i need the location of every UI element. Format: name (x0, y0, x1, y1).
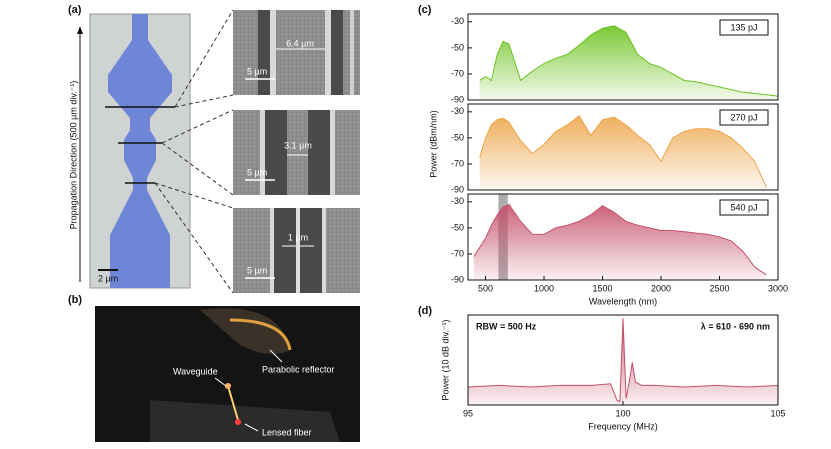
width-label: 6.4 µm (286, 38, 314, 48)
scale-bar-label: 5 µm (247, 66, 267, 76)
y-tick-label: -30 (451, 16, 464, 26)
series-line (473, 203, 767, 276)
y-tick-label: -70 (451, 158, 464, 168)
legend-box (719, 199, 769, 216)
axis-label: Propagation Direction (500 µm div.⁻¹) (68, 81, 78, 230)
x-tick-label: 500 (478, 283, 493, 293)
reflector (200, 308, 290, 354)
pointer (214, 377, 227, 387)
y-tick-label: -30 (451, 196, 464, 206)
x-tick-label: 1000 (534, 283, 554, 293)
sem-image: 6.4 µm 5 µm (233, 10, 360, 95)
plot-frame (467, 193, 779, 281)
width-label: 3.1 µm (284, 140, 312, 150)
annotation: Parabolic reflector (262, 364, 335, 374)
panel-label: (d) (418, 305, 432, 317)
series-line (479, 25, 779, 97)
x-tick-label: 95 (463, 408, 473, 418)
series-line (479, 114, 767, 188)
arrow-head (77, 26, 83, 34)
waveguide-glow (227, 385, 239, 421)
y-tick-label: -70 (451, 68, 464, 78)
y-tick-label: -90 (451, 274, 464, 284)
y-tick-label: -70 (451, 248, 464, 258)
scale-bar-label: 2 µm (98, 273, 118, 283)
y-tick-label: -50 (451, 132, 464, 142)
area-fill (479, 115, 767, 190)
area-fill (468, 318, 778, 405)
x-tick-label: 1500 (593, 283, 613, 293)
legend-label: 270 pJ (730, 112, 757, 122)
panel-label: (a) (68, 4, 82, 16)
x-tick-label: 3000 (768, 283, 788, 293)
annotation: RBW = 500 Hz (476, 321, 537, 331)
annotation: λ = 610 - 690 nm (701, 321, 770, 331)
panel-label: (c) (418, 4, 432, 16)
y-tick-label: -50 (451, 42, 464, 52)
legend-box (719, 109, 769, 126)
area-fill (479, 25, 778, 100)
legend-label: 540 pJ (730, 202, 757, 212)
y-tick-label: -90 (451, 94, 464, 104)
legend-label: 135 pJ (730, 22, 757, 32)
x-axis-label: Frequency (MHz) (588, 421, 658, 431)
glow (225, 383, 231, 389)
x-tick-label: 2000 (651, 283, 671, 293)
plot-frame (467, 13, 779, 101)
scale-bar-label: 5 µm (247, 167, 267, 177)
y-tick-label: -50 (451, 222, 464, 232)
pointer (269, 349, 283, 363)
x-tick-label: 2500 (709, 283, 729, 293)
scale-bar-label: 5 µm (247, 265, 267, 275)
annotation: Lensed fiber (262, 427, 312, 437)
y-axis-label: Power (dBm/nm) (428, 110, 438, 178)
chip (150, 400, 340, 442)
glow (235, 419, 241, 425)
connectors (154, 9, 234, 294)
width-label: 1 µm (288, 232, 308, 242)
y-tick-label: -90 (451, 184, 464, 194)
annotation: Waveguide (173, 366, 218, 376)
series-line (467, 318, 779, 403)
panel-label: (b) (68, 294, 82, 306)
x-axis-label: Wavelength (nm) (589, 296, 657, 306)
x-tick-label: 100 (615, 408, 630, 418)
waveguide (108, 14, 172, 288)
sem-image: 3.1 µm 5 µm (233, 110, 360, 195)
area-fill (473, 204, 767, 280)
plot-frame (467, 103, 779, 191)
reflector-rim (229, 318, 292, 351)
x-tick-label: 105 (770, 408, 785, 418)
legend-box (719, 19, 769, 36)
sem-image: 1 µm 5 µm (233, 208, 360, 293)
pointer (244, 423, 259, 432)
y-axis-label: Power (10 dB div.⁻¹) (440, 319, 450, 400)
y-tick-label: -30 (451, 106, 464, 116)
